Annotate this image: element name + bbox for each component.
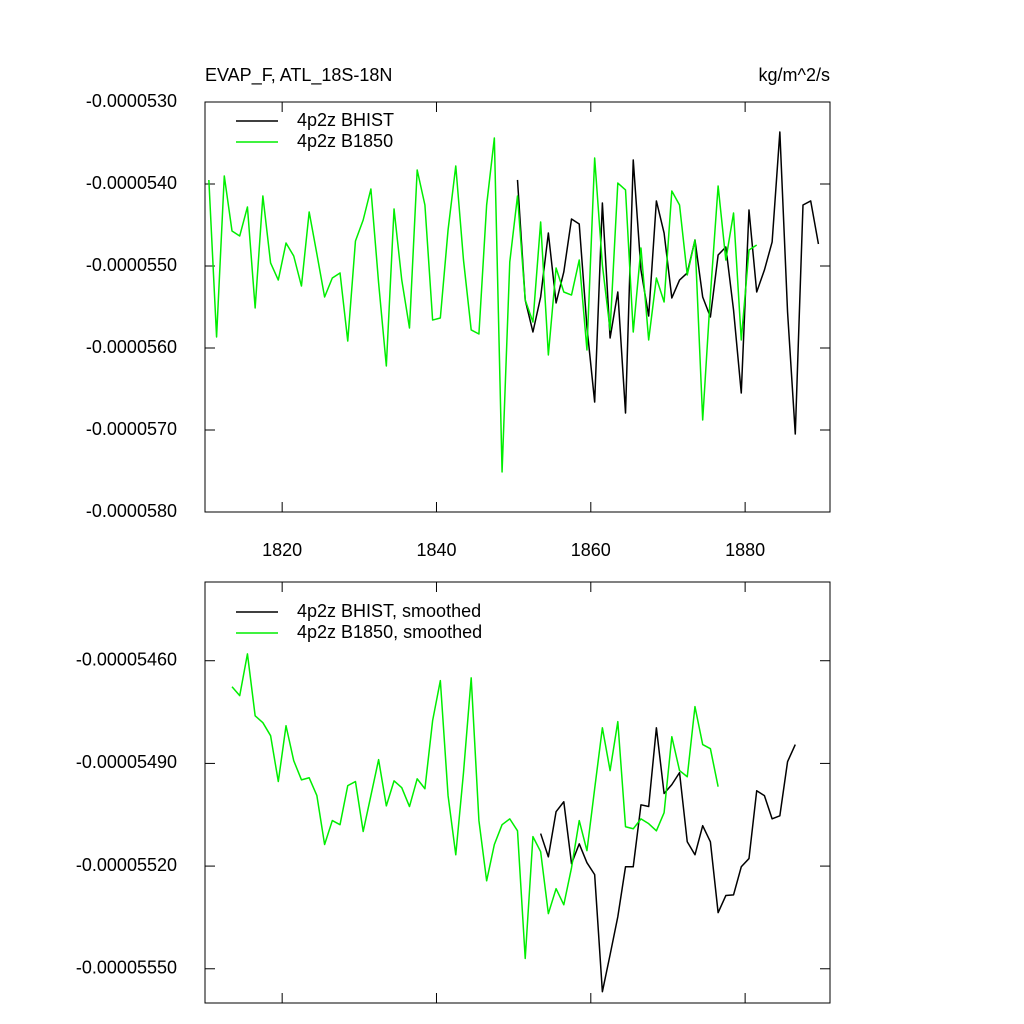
y-tick-label: -0.0000580 xyxy=(86,501,177,521)
legend-label: 4p2z BHIST xyxy=(297,110,394,130)
data-line xyxy=(231,653,719,960)
x-tick-label: 1880 xyxy=(725,540,765,560)
y-tick-label: -0.00005550 xyxy=(76,958,177,978)
legend-label: 4p2z B1850, smoothed xyxy=(297,622,482,642)
x-tick-label: 1820 xyxy=(262,540,302,560)
data-line xyxy=(516,131,820,435)
units-label: kg/m^2/s xyxy=(759,65,830,85)
y-tick-label: -0.0000570 xyxy=(86,419,177,439)
legend-label: 4p2z B1850 xyxy=(297,131,393,151)
y-tick-label: -0.00005490 xyxy=(76,752,177,772)
data-line xyxy=(539,727,796,993)
y-tick-label: -0.0000560 xyxy=(86,337,177,357)
y-tick-label: -0.0000550 xyxy=(86,255,177,275)
y-tick-label: -0.0000540 xyxy=(86,173,177,193)
data-line xyxy=(208,137,758,473)
plot-frame xyxy=(204,101,831,513)
x-tick-label: 1860 xyxy=(571,540,611,560)
y-tick-label: -0.00005460 xyxy=(76,649,177,669)
x-tick-label: 1840 xyxy=(416,540,456,560)
y-tick-label: -0.00005520 xyxy=(76,855,177,875)
chart-title: EVAP_F, ATL_18S-18N xyxy=(205,65,392,86)
plot-frame xyxy=(204,581,831,1004)
legend-label: 4p2z BHIST, smoothed xyxy=(297,601,481,621)
y-tick-label: -0.0000530 xyxy=(86,91,177,111)
